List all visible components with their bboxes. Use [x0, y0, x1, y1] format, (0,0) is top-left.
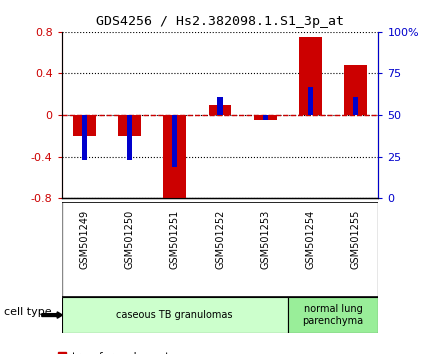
Bar [62, 297, 288, 333]
Bar [299, 37, 322, 115]
Bar [127, 115, 132, 160]
Title: GDS4256 / Hs2.382098.1.S1_3p_at: GDS4256 / Hs2.382098.1.S1_3p_at [96, 15, 344, 28]
Bar [81, 115, 87, 160]
Text: GSM501251: GSM501251 [170, 210, 180, 269]
Bar [209, 105, 231, 115]
Bar [172, 115, 177, 167]
Bar [308, 87, 313, 115]
Text: GSM501254: GSM501254 [305, 210, 315, 269]
Text: caseous TB granulomas: caseous TB granulomas [117, 310, 233, 320]
Bar [345, 65, 367, 115]
Bar [163, 115, 186, 200]
Bar [254, 115, 277, 120]
Bar [353, 97, 359, 115]
Text: GSM501253: GSM501253 [260, 210, 270, 269]
Bar [217, 97, 223, 115]
Bar [263, 115, 268, 120]
Text: GSM501252: GSM501252 [215, 210, 225, 269]
Text: GSM501250: GSM501250 [125, 210, 135, 269]
Text: normal lung
parenchyma: normal lung parenchyma [303, 304, 364, 326]
Text: cell type: cell type [4, 307, 52, 316]
Text: GSM501249: GSM501249 [79, 210, 89, 269]
Text: GSM501255: GSM501255 [351, 210, 361, 269]
Bar [288, 297, 378, 333]
Bar [118, 115, 141, 136]
Legend: transformed count, percentile rank within the sample: transformed count, percentile rank withi… [58, 352, 247, 354]
Bar [73, 115, 95, 136]
